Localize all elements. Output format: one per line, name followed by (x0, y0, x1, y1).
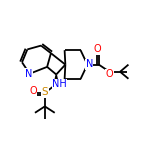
Text: O: O (29, 86, 37, 96)
Polygon shape (54, 74, 58, 84)
Text: N: N (86, 59, 93, 69)
Text: O: O (93, 44, 101, 54)
Text: S: S (41, 87, 48, 97)
Text: N: N (25, 69, 32, 79)
Text: NH: NH (52, 79, 67, 89)
Text: O: O (106, 69, 114, 79)
